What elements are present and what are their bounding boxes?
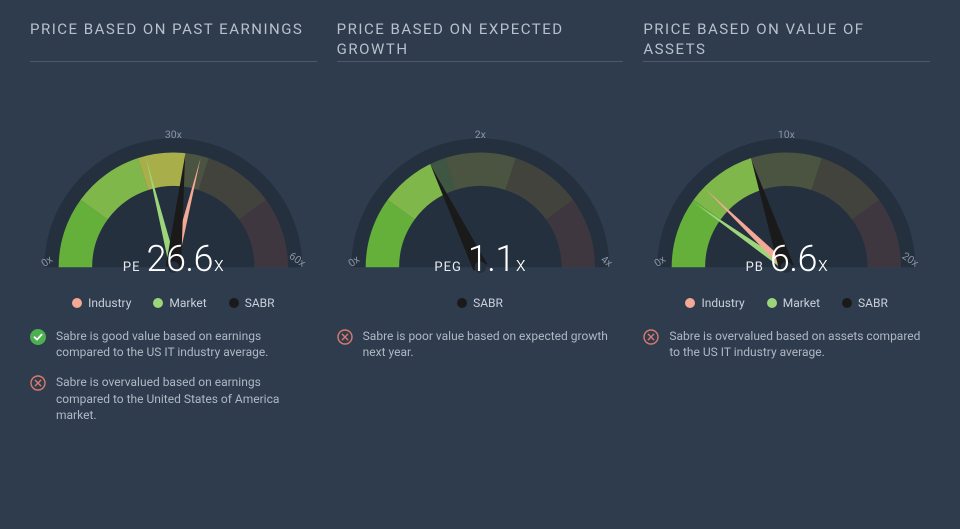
gauge-tick-label: 30x bbox=[165, 128, 182, 141]
valuation-panel: PRICE BASED ON PAST EARNINGS 0x30x60x PE… bbox=[30, 20, 317, 423]
panels-container: PRICE BASED ON PAST EARNINGS 0x30x60x PE… bbox=[30, 20, 930, 423]
legend-dot-icon bbox=[685, 298, 695, 308]
metric-suffix: x bbox=[214, 252, 224, 276]
gauge-legend: Industry Market SABR bbox=[30, 296, 317, 310]
gauge-legend: Industry Market SABR bbox=[643, 296, 930, 310]
legend-dot-icon bbox=[842, 298, 852, 308]
valuation-panel: PRICE BASED ON EXPECTED GROWTH 0x2x4x PE… bbox=[337, 20, 624, 423]
gauge-reading: PB 6.6x bbox=[643, 238, 930, 280]
legend-item: Market bbox=[767, 296, 820, 310]
legend-item: SABR bbox=[842, 296, 888, 310]
legend-dot-icon bbox=[72, 298, 82, 308]
statement-row: Sabre is good value based on earnings co… bbox=[30, 328, 317, 360]
legend-label: SABR bbox=[473, 296, 503, 310]
gauge-container: 0x2x4x PEG1.1x bbox=[337, 86, 624, 286]
statement-row: Sabre is overvalued based on earnings co… bbox=[30, 374, 317, 423]
statement-row: Sabre is poor value based on expected gr… bbox=[337, 328, 624, 360]
cross-circle-icon bbox=[643, 329, 659, 345]
legend-item: SABR bbox=[229, 296, 275, 310]
gauge-tick-label: 10x bbox=[778, 128, 795, 141]
legend-label: SABR bbox=[245, 296, 275, 310]
valuation-panel: PRICE BASED ON VALUE OF ASSETS 0x10x20x … bbox=[643, 20, 930, 423]
check-circle-icon bbox=[30, 329, 46, 345]
metric-label: PEG bbox=[434, 260, 461, 275]
legend-label: Market bbox=[783, 296, 820, 310]
panel-title: PRICE BASED ON PAST EARNINGS bbox=[30, 20, 317, 62]
statement-text: Sabre is overvalued based on assets comp… bbox=[669, 328, 930, 360]
legend-item: Industry bbox=[72, 296, 131, 310]
legend-label: Industry bbox=[701, 296, 744, 310]
metric-value: 6.6 bbox=[770, 238, 817, 280]
gauge-container: 0x10x20x PB6.6x bbox=[643, 86, 930, 286]
gauge-reading: PEG 1.1x bbox=[337, 238, 624, 280]
legend-item: Market bbox=[153, 296, 206, 310]
panel-title: PRICE BASED ON EXPECTED GROWTH bbox=[337, 20, 624, 62]
panel-title: PRICE BASED ON VALUE OF ASSETS bbox=[643, 20, 930, 62]
gauge-tick-label: 2x bbox=[474, 128, 485, 141]
metric-label: PE bbox=[123, 260, 141, 275]
legend-dot-icon bbox=[153, 298, 163, 308]
metric-suffix: x bbox=[516, 252, 526, 276]
gauge-container: 0x30x60x PE26.6x bbox=[30, 86, 317, 286]
legend-label: Market bbox=[169, 296, 206, 310]
metric-value: 1.1 bbox=[468, 238, 515, 280]
legend-dot-icon bbox=[229, 298, 239, 308]
legend-item: Industry bbox=[685, 296, 744, 310]
metric-label: PB bbox=[746, 260, 764, 275]
statements-list: Sabre is poor value based on expected gr… bbox=[337, 328, 624, 360]
cross-circle-icon bbox=[30, 375, 46, 391]
legend-label: Industry bbox=[88, 296, 131, 310]
legend-dot-icon bbox=[767, 298, 777, 308]
legend-label: SABR bbox=[858, 296, 888, 310]
cross-circle-icon bbox=[337, 329, 353, 345]
metric-value: 26.6 bbox=[146, 238, 213, 280]
statement-text: Sabre is overvalued based on earnings co… bbox=[56, 374, 317, 423]
legend-dot-icon bbox=[457, 298, 467, 308]
statements-list: Sabre is overvalued based on assets comp… bbox=[643, 328, 930, 360]
metric-suffix: x bbox=[818, 252, 828, 276]
gauge-reading: PE 26.6x bbox=[30, 238, 317, 280]
statement-row: Sabre is overvalued based on assets comp… bbox=[643, 328, 930, 360]
statements-list: Sabre is good value based on earnings co… bbox=[30, 328, 317, 423]
statement-text: Sabre is poor value based on expected gr… bbox=[363, 328, 624, 360]
legend-item: SABR bbox=[457, 296, 503, 310]
gauge-legend: SABR bbox=[337, 296, 624, 310]
statement-text: Sabre is good value based on earnings co… bbox=[56, 328, 317, 360]
